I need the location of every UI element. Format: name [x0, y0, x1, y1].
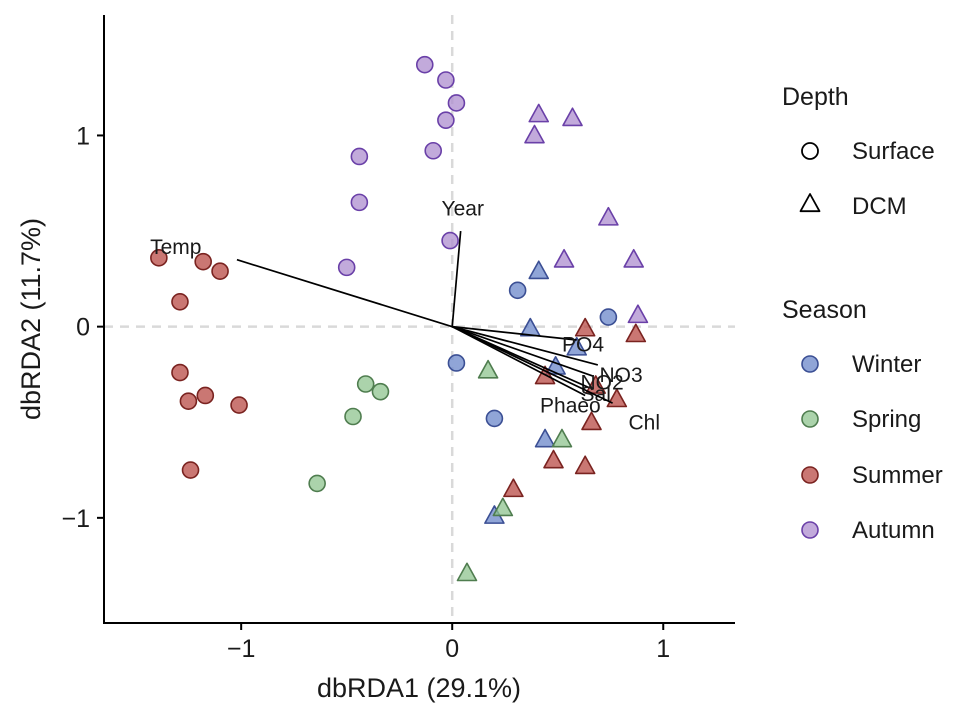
point-spring-dcm: [456, 562, 478, 582]
point-winter-dcm: [566, 336, 588, 356]
point-autumn-surface: [350, 147, 369, 166]
vector-year: [451, 230, 462, 327]
point-autumn-dcm: [598, 206, 619, 226]
legend-label-summer: Summer: [852, 462, 943, 489]
legend-key-spring-icon: [801, 410, 819, 428]
y-axis-title: dbRDA2 (11.7%): [16, 218, 46, 420]
point-autumn-surface: [437, 71, 455, 89]
point-autumn-surface: [350, 193, 369, 212]
x-tick-label: 1: [656, 635, 670, 663]
legend-key-surface-circle-icon: [801, 142, 819, 160]
legend-title-depth: Depth: [782, 83, 849, 111]
vector-temp: [236, 258, 453, 328]
point-autumn-dcm: [623, 248, 645, 268]
point-autumn-dcm: [524, 124, 545, 144]
y-tick-label: −1: [61, 505, 90, 533]
x-axis-title: dbRDA1 (29.1%): [317, 673, 521, 703]
point-autumn-surface: [424, 141, 443, 160]
point-autumn-surface: [447, 94, 466, 112]
legend-label-autumn: Autumn: [852, 517, 935, 544]
vector-no2: [451, 325, 594, 378]
point-summer-dcm: [581, 411, 602, 431]
vector-no3: [451, 325, 599, 366]
x-tick-label: 0: [445, 635, 459, 663]
vector-label-no3: NO3: [599, 364, 642, 387]
point-winter-surface: [447, 354, 466, 372]
legend-key-summer-icon: [801, 466, 819, 484]
point-winter-dcm: [528, 260, 550, 280]
point-summer-dcm: [585, 375, 607, 394]
point-spring-dcm: [492, 497, 514, 517]
vector-chl: [451, 325, 613, 404]
point-summer-dcm: [574, 317, 596, 337]
vector-label-po4: PO4: [562, 333, 604, 356]
vector-label-no2: NO2: [580, 372, 623, 395]
y-tick-label: 1: [76, 122, 90, 150]
point-summer-surface: [211, 262, 229, 281]
y-tick-label: 0: [76, 314, 90, 342]
point-autumn-dcm: [627, 304, 649, 324]
legend-label-spring: Spring: [852, 406, 921, 433]
point-summer-surface: [171, 292, 189, 311]
point-summer-dcm: [625, 323, 647, 343]
point-summer-dcm: [503, 478, 524, 498]
point-summer-surface: [181, 461, 200, 479]
point-summer-surface: [171, 363, 189, 382]
point-spring-dcm: [551, 428, 573, 448]
point-summer-surface: [179, 392, 198, 411]
legend: Depth Surface DCM Season Winter Spring S…: [782, 83, 943, 544]
vector-label-temp: Temp: [150, 236, 201, 259]
point-spring-surface: [308, 474, 326, 493]
point-spring-dcm: [477, 359, 499, 379]
point-autumn-surface: [437, 111, 455, 129]
x-tick-label: −1: [227, 635, 256, 663]
legend-key-winter-icon: [801, 355, 819, 373]
axes: −1 0 1 −1 0 1: [61, 15, 735, 663]
vector-po4: [452, 325, 577, 341]
legend-label-winter: Winter: [852, 351, 921, 378]
legend-label-surface: Surface: [852, 138, 935, 165]
point-spring-surface: [371, 382, 390, 401]
point-summer-dcm: [574, 455, 596, 475]
point-autumn-dcm: [528, 103, 550, 123]
vector-label-phaeo: Phaeo: [540, 394, 601, 417]
point-spring-surface: [356, 375, 375, 393]
point-summer-surface: [194, 252, 212, 271]
plot-area: TempYearPO4NO3NO2SalPhaeoChl: [104, 15, 735, 623]
legend-key-dcm-triangle-icon: [799, 193, 821, 213]
point-autumn-dcm: [562, 107, 583, 127]
point-autumn-surface: [337, 258, 356, 277]
point-spring-surface: [344, 407, 362, 426]
point-winter-dcm: [534, 428, 556, 448]
point-winter-surface: [599, 308, 618, 326]
point-autumn-surface: [415, 55, 434, 74]
point-winter-surface: [508, 281, 527, 300]
point-autumn-dcm: [553, 248, 575, 268]
point-summer-dcm: [543, 449, 564, 469]
legend-key-autumn-icon: [801, 521, 819, 539]
legend-label-dcm: DCM: [852, 193, 907, 220]
point-summer-surface: [196, 386, 215, 405]
vector-label-year: Year: [442, 198, 484, 221]
point-autumn-surface: [441, 231, 459, 250]
point-summer-surface: [230, 396, 248, 414]
point-winter-surface: [485, 409, 504, 428]
legend-title-season: Season: [782, 296, 867, 324]
vector-label-chl: Chl: [628, 412, 660, 435]
point-summer-surface: [150, 249, 168, 267]
